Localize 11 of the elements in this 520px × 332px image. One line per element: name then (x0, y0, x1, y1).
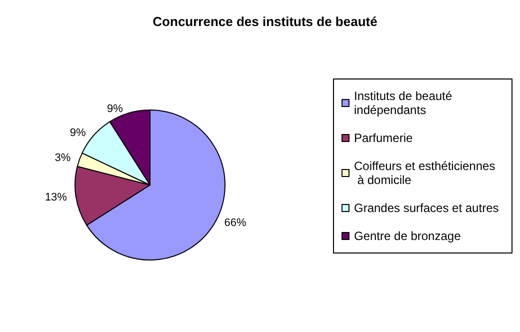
data-label: 9% (70, 126, 86, 139)
data-label: 9% (107, 103, 124, 116)
legend-label: Grandes surfaces et autres (354, 201, 499, 215)
legend-label: Gentre de bronzage (354, 229, 462, 243)
legend-label: Parfumerie (354, 131, 414, 145)
data-label: 13% (44, 191, 68, 204)
data-label: 3% (54, 152, 71, 164)
chart-title: Concurrence des instituts de beauté (152, 14, 378, 29)
legend-label: Instituts de beauté indépendants (354, 89, 456, 117)
data-label: 66% (224, 217, 246, 230)
legend-label: Coiffeurs et esthéticiennes à domicile (354, 159, 496, 187)
